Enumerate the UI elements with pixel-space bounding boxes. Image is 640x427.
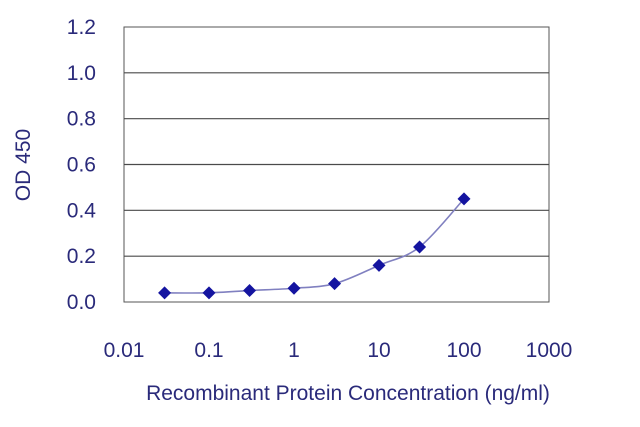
y-tick-label: 0.0 [67,291,96,314]
y-tick-label: 0.4 [67,199,97,222]
x-tick-label: 0.01 [104,339,145,362]
y-tick-label: 0.8 [67,108,96,131]
y-axis-title: OD 450 [12,129,35,201]
data-point [202,286,216,300]
data-point [372,258,386,272]
data-point [328,277,342,291]
data-point [457,192,471,206]
data-point [158,286,172,300]
data-point [243,284,257,298]
x-tick-label: 1000 [526,339,573,362]
y-tick-label: 0.6 [67,154,96,177]
x-tick-labels: 0.01 0.1 1 10 100 1000 [104,339,573,362]
x-tick-label: 10 [367,339,390,362]
y-tick-labels: 0.0 0.2 0.4 0.6 0.8 1.0 1.2 [67,16,97,314]
x-tick-label: 0.1 [194,339,223,362]
data-point [287,281,301,295]
x-tick-label: 1 [288,339,300,362]
y-tick-label: 1.0 [67,62,96,85]
data-point [413,240,427,254]
series [158,192,471,300]
x-tick-label: 100 [446,339,481,362]
y-tick-label: 1.2 [67,16,96,39]
gridlines [124,72,549,257]
x-axis-title: Recombinant Protein Concentration (ng/ml… [146,382,550,405]
y-tick-label: 0.2 [67,245,96,268]
